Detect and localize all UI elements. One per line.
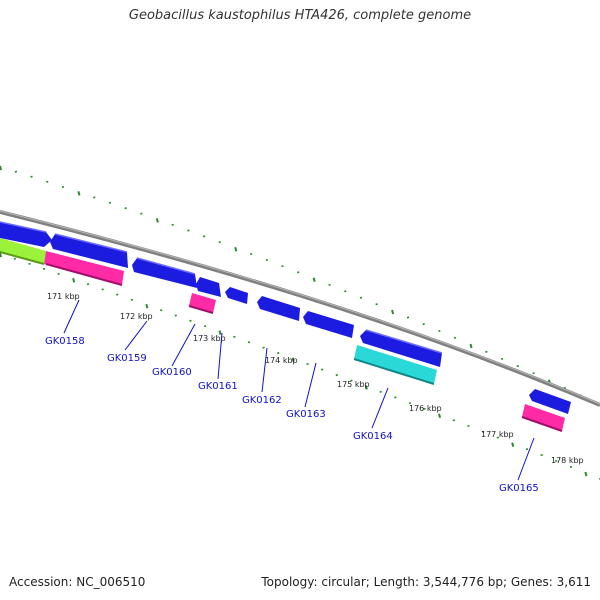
gene-feature-rev-1[interactable] [44,251,124,285]
gene-feature-fwd-3[interactable] [132,258,197,288]
major-tick [584,471,588,477]
gene-leader-lines [63,299,535,481]
gene-label-gk0163[interactable]: GK0163 [286,409,326,420]
inner-tick-ring [0,252,600,480]
tick-label: 172 kbp [120,312,153,321]
topology-text: Topology: circular; Length: 3,544,776 bp… [261,575,591,589]
tick-label: 176 kbp [409,404,442,413]
gene-feature-fwd-6[interactable] [257,296,300,321]
gene-feature-fwd-5[interactable] [225,287,248,304]
major-tick [291,357,295,363]
genome-backbone [0,210,600,407]
major-tick [234,246,238,252]
tick-label: 178 kbp [551,456,584,465]
tick-label: 175 kbp [337,380,370,389]
gene-feature-rev-2[interactable] [189,293,216,313]
tick-label: 174 kbp [265,356,298,365]
gene-feature-rev-3[interactable] [522,404,565,431]
tick-label: 171 kbp [47,292,80,301]
major-tick [0,252,2,258]
major-tick [438,413,441,418]
forward-strand [0,221,571,414]
gene-label-gk0159[interactable]: GK0159 [107,353,147,364]
reverse-strand [0,238,565,432]
major-tick [218,330,222,335]
tick-label: 173 kbp [193,334,226,343]
green-feature[interactable] [0,238,46,264]
gene-label-gk0158[interactable]: GK0158 [45,336,85,347]
major-tick [511,442,515,447]
major-tick [312,277,316,282]
major-tick [391,309,395,315]
major-tick [145,303,149,309]
major-tick [155,218,159,223]
major-tick [469,343,473,349]
gene-label-gk0161[interactable]: GK0161 [198,381,238,392]
gene-feature-fwd-8[interactable] [360,330,442,367]
gene-feature-fwd-9[interactable] [529,389,571,414]
gene-label-gk0164[interactable]: GK0164 [353,431,393,442]
gene-label-gk0162[interactable]: GK0162 [242,395,282,406]
tick-labels: 171 kbp 172 kbp 173 kbp 174 kbp 175 kbp … [47,292,584,465]
gene-label-gk0165[interactable]: GK0165 [499,483,539,494]
map-title: Geobacillus kaustophilus HTA426, complet… [128,8,472,23]
gene-feature-fwd-4[interactable] [196,277,221,297]
gene-feature-fwd-7[interactable] [303,311,354,338]
cyan-feature[interactable] [354,345,437,384]
gene-label-gk0160[interactable]: GK0160 [152,367,192,378]
major-tick [77,191,81,196]
gene-feature-fwd-2[interactable] [50,234,128,268]
tick-label: 177 kbp [481,430,514,439]
accession-text: Accession: NC_006510 [9,575,146,589]
gene-feature-fwd-1[interactable] [0,222,52,247]
major-tick [0,165,2,171]
gene-labels: GK0158 GK0159 GK0160 GK0161 GK0162 GK016… [45,336,539,494]
major-tick [364,385,368,390]
major-tick [72,278,76,283]
